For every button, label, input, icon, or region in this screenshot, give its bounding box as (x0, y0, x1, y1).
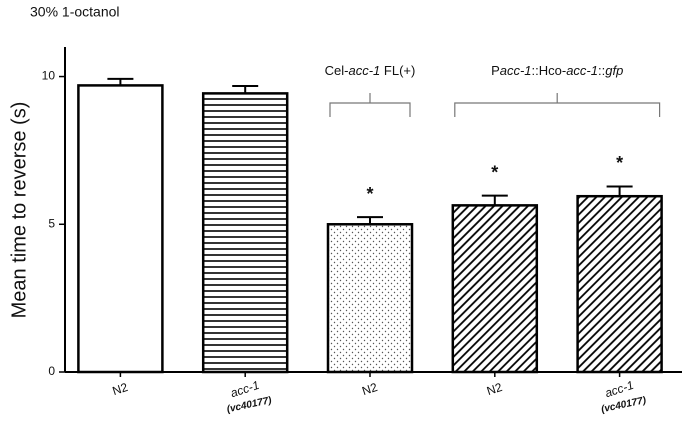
y-tick-label: 0 (48, 364, 55, 378)
significance-mark: * (491, 162, 498, 182)
y-axis-label: Mean time to reverse (s) (8, 102, 30, 319)
group-bracket (454, 93, 661, 117)
y-tick-label: 10 (42, 69, 56, 83)
text-part: gfp (605, 63, 623, 78)
significance-mark: * (366, 184, 373, 204)
x-tick-label: N2 (485, 380, 504, 398)
text-part: N2 (360, 380, 379, 398)
group-label: Cel-acc-1 FL(+) (325, 63, 416, 78)
chart-title: 30% 1-octanol (30, 4, 120, 20)
group-label: Pacc-1::Hco-acc-1::gfp (491, 63, 623, 78)
text-part: FL(+) (380, 63, 415, 78)
significance-mark: * (616, 153, 623, 173)
x-tick-label: N2 (360, 380, 379, 398)
text-part: ::Hco- (532, 63, 567, 78)
bar (201, 92, 289, 374)
group-bracket (329, 93, 411, 117)
bar (451, 204, 539, 374)
bar (77, 84, 164, 374)
y-tick-label: 5 (48, 216, 55, 230)
bar (326, 223, 414, 374)
text-part: Cel- (325, 63, 349, 78)
text-part: :: (598, 63, 605, 78)
text-part: acc-1 (349, 63, 381, 78)
text-part: acc-1 (566, 63, 598, 78)
bar (576, 194, 663, 374)
text-part: N2 (485, 380, 504, 398)
text-part: P (491, 63, 500, 78)
text-part: acc-1 (500, 63, 532, 78)
x-tick-label: N2 (111, 380, 130, 398)
text-part: N2 (111, 380, 130, 398)
